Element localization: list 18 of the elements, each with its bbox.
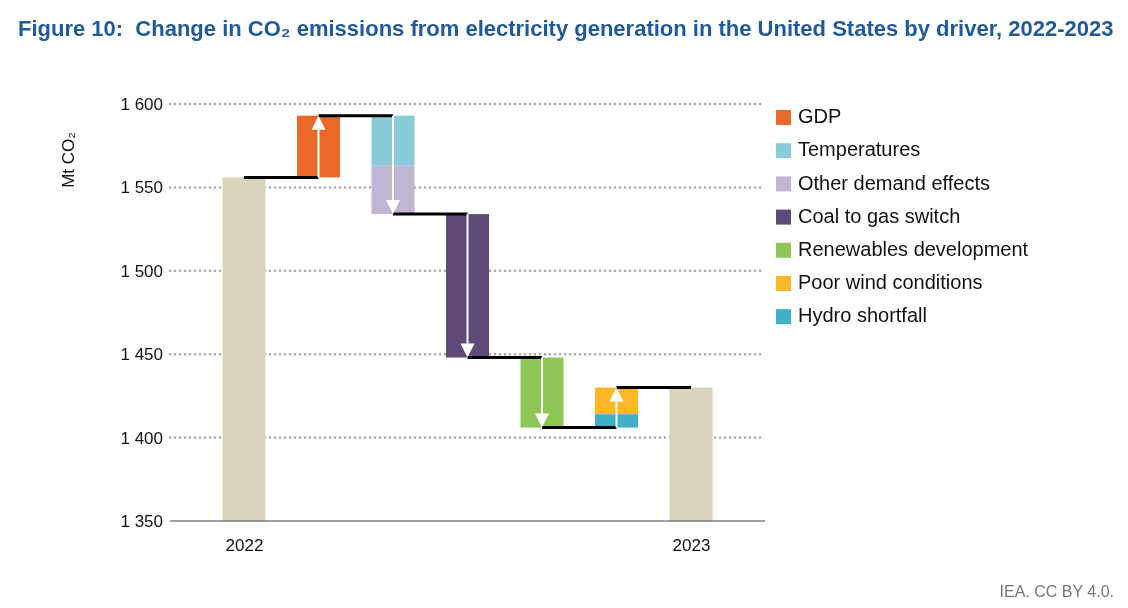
legend-label: Temperatures bbox=[798, 138, 921, 161]
x-tick-label: 2022 bbox=[225, 536, 264, 556]
legend-label: Coal to gas switch bbox=[798, 204, 961, 227]
y-tick-label: 1 600 bbox=[120, 94, 163, 114]
legend-label: Renewables development bbox=[798, 238, 1029, 261]
legend-label: Hydro shortfall bbox=[798, 304, 927, 327]
chart-title: Figure 10: Change in CO₂ emissions from electricity generation in the United States by driver, 2022-2023 bbox=[18, 16, 1114, 41]
legend-label: Other demand effects bbox=[798, 171, 990, 194]
legend-label: GDP bbox=[798, 105, 842, 128]
y-tick-label: 1 350 bbox=[120, 511, 163, 531]
text: IEA. CC BY 4.0. bbox=[999, 583, 1114, 600]
y-tick-label: 1 400 bbox=[120, 428, 163, 448]
x-tick-label: 2023 bbox=[672, 536, 711, 556]
y-tick-label: 1 450 bbox=[120, 345, 163, 365]
y-tick-label: 1 550 bbox=[120, 178, 163, 198]
legend-label: Poor wind conditions bbox=[798, 271, 983, 294]
y-tick-label: 1 500 bbox=[120, 261, 163, 281]
y-axis-title: Mt CO₂ bbox=[59, 132, 78, 188]
